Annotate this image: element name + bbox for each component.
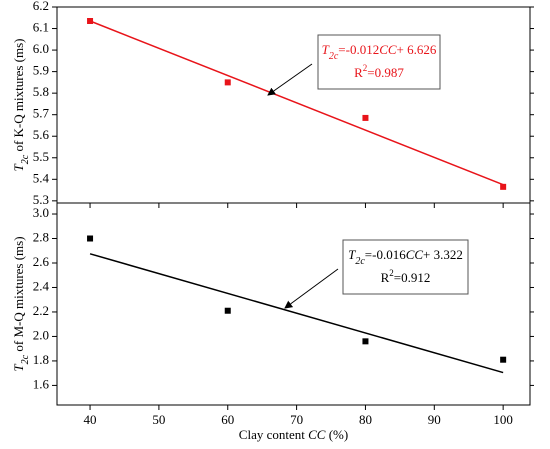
text-part: 2c [20, 354, 31, 364]
y-tick-label: 2.2 [33, 303, 49, 318]
text-part: R [381, 270, 390, 285]
y-tick-label: 5.3 [33, 192, 49, 207]
annotation-arrow [284, 268, 339, 309]
data-point [500, 183, 507, 190]
annotation-r2: R2=0.912 [381, 268, 431, 285]
text-part: T [322, 42, 330, 57]
text-part: =-0.016 [365, 247, 406, 262]
text-part: 2c [20, 154, 31, 164]
annotation-equation: T2c=-0.016CC+ 3.322 [348, 247, 463, 267]
y-tick-label: 5.8 [33, 84, 49, 99]
y-tick-label: 6.2 [33, 0, 49, 13]
y-tick-label: 5.7 [33, 106, 50, 121]
y-tick-label: 5.4 [33, 170, 50, 185]
plot-frame [56, 202, 531, 406]
x-tick-label: 60 [221, 412, 234, 427]
data-point [362, 114, 369, 121]
text-part: =0.987 [367, 65, 404, 80]
text-part: R [354, 65, 363, 80]
y-tick-label: 1.8 [33, 352, 49, 367]
y-tick-label: 2.4 [33, 278, 50, 293]
annotation-arrow [267, 63, 313, 96]
annotation-r2: R2=0.987 [354, 63, 404, 80]
x-tick-label: 100 [493, 412, 513, 427]
x-tick-label: 40 [84, 412, 97, 427]
y-tick-label: 1.6 [33, 376, 50, 391]
annotation-box [342, 239, 469, 295]
text-part: + 6.626 [397, 42, 437, 57]
text-part: CC [406, 247, 424, 262]
text-part: =0.912 [394, 270, 431, 285]
fit-line [89, 20, 504, 186]
y-axis-label: T2c of K-Q mixtures (ms) [11, 39, 31, 172]
fit-line [89, 253, 504, 374]
text-part: Clay content [239, 427, 308, 442]
data-point [224, 79, 231, 86]
text-part: T [11, 163, 26, 171]
text-part: 2c [329, 51, 339, 62]
data-point [87, 235, 94, 242]
y-tick-label: 2.8 [33, 229, 49, 244]
text-part: T [11, 364, 26, 372]
x-tick-label: 70 [290, 412, 303, 427]
y-tick-label: 6.1 [33, 20, 49, 35]
annotation-equation: T2c=-0.012CC+ 6.626 [322, 42, 437, 62]
text-part: of K-Q mixtures (ms) [11, 39, 26, 155]
x-axis-label: Clay content CC (%) [239, 427, 348, 442]
y-tick-label: 2.0 [33, 327, 49, 342]
text-part: 2 [363, 63, 368, 73]
data-point [500, 356, 507, 363]
text-part: (%) [325, 427, 348, 442]
y-axis-label: T2c of M-Q mixtures (ms) [11, 236, 31, 371]
text-part: + 3.322 [423, 247, 463, 262]
x-tick-label: 80 [359, 412, 372, 427]
text-part: T [348, 247, 356, 262]
text-part: 2 [389, 268, 394, 278]
annotation-box [317, 34, 441, 90]
y-tick-label: 5.6 [33, 127, 50, 142]
x-tick-label: 50 [152, 412, 165, 427]
y-tick-label: 5.9 [33, 63, 49, 78]
text-part: CC [379, 42, 397, 57]
text-part: =-0.012 [338, 42, 379, 57]
y-tick-label: 5.5 [33, 149, 49, 164]
y-tick-label: 3.0 [33, 205, 49, 220]
data-point [362, 338, 369, 345]
text-part: 2c [355, 256, 365, 267]
y-tick-label: 2.6 [33, 254, 50, 269]
text-part: CC [308, 427, 326, 442]
x-tick-label: 90 [428, 412, 441, 427]
y-tick-label: 6.0 [33, 41, 49, 56]
data-point [224, 307, 231, 314]
text-part: of M-Q mixtures (ms) [11, 236, 26, 354]
